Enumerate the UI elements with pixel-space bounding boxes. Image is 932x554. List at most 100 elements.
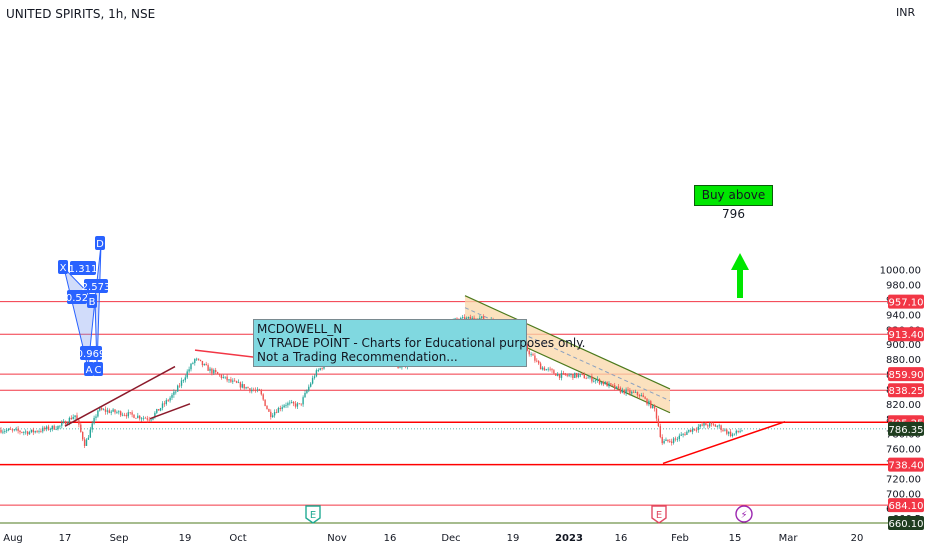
chart-title: UNITED SPIRITS, 1h, NSE bbox=[6, 7, 156, 21]
candle-body-169 bbox=[321, 368, 323, 369]
candle-body-94 bbox=[178, 385, 181, 387]
candle-body-362 bbox=[688, 429, 690, 432]
candle-body-32 bbox=[61, 422, 63, 426]
candle-body-316 bbox=[600, 381, 603, 384]
candle-body-139 bbox=[264, 399, 266, 407]
candle-body-293 bbox=[557, 374, 559, 376]
price-tag-7: 660.10 bbox=[889, 519, 924, 530]
candle-body-48 bbox=[91, 423, 93, 430]
candle-body-347 bbox=[659, 426, 661, 437]
candle-body-85 bbox=[161, 403, 164, 409]
candle-body-318 bbox=[604, 381, 606, 385]
candle-body-62 bbox=[118, 411, 120, 413]
candle-body-302 bbox=[574, 372, 576, 379]
candle-body-46 bbox=[87, 437, 90, 440]
price-tag-bg-6 bbox=[888, 498, 924, 513]
candle-body-155 bbox=[294, 403, 297, 407]
candle-body-320 bbox=[608, 383, 610, 387]
candle-body-165 bbox=[313, 376, 316, 378]
candle-body-56 bbox=[106, 410, 109, 412]
pattern-label-6: 0.969 bbox=[77, 349, 106, 360]
candle-body-128 bbox=[243, 384, 245, 389]
candle-body-5 bbox=[9, 428, 12, 430]
candle-body-140 bbox=[266, 406, 268, 410]
candle-body-338 bbox=[642, 395, 644, 398]
candle-body-97 bbox=[184, 377, 186, 381]
candle-body-150 bbox=[285, 405, 287, 406]
candle-body-89 bbox=[169, 397, 171, 401]
candle-body-143 bbox=[272, 415, 274, 417]
candle-body-367 bbox=[697, 426, 699, 430]
candle-body-84 bbox=[159, 408, 162, 411]
candle-body-284 bbox=[539, 363, 542, 370]
buy-signal-label: Buy above 796 bbox=[694, 185, 773, 221]
candle-body-379 bbox=[720, 425, 722, 431]
price-tag-2: 859.90 bbox=[889, 370, 924, 381]
candle-body-281 bbox=[534, 355, 536, 361]
candle-body-37 bbox=[70, 417, 72, 420]
candle-body-68 bbox=[129, 412, 131, 414]
pattern-label-5: 2.573 bbox=[82, 282, 111, 293]
candle-body-345 bbox=[655, 408, 658, 419]
event-marker-bg-1 bbox=[651, 505, 667, 524]
candle-body-289 bbox=[549, 368, 551, 370]
info-line-3: Not a Trading Recommendation... bbox=[257, 350, 458, 364]
candle-body-55 bbox=[104, 409, 107, 412]
candle-body-122 bbox=[232, 380, 234, 382]
pattern-label-bg-6 bbox=[80, 346, 102, 360]
candle-body-286 bbox=[543, 367, 546, 371]
candle-body-328 bbox=[623, 389, 625, 394]
candle-body-38 bbox=[72, 416, 74, 420]
candle-body-26 bbox=[49, 428, 52, 430]
pattern-label-bg-2 bbox=[95, 236, 105, 250]
pattern-label-bg-4 bbox=[87, 294, 97, 308]
candle-body-12 bbox=[23, 432, 25, 433]
candle-body-358 bbox=[680, 434, 682, 436]
pattern-label-3: 0.52 bbox=[66, 293, 88, 304]
candle-body-113 bbox=[215, 370, 217, 373]
candle-body-21 bbox=[40, 431, 42, 433]
candle-body-111 bbox=[211, 368, 213, 374]
x-tick-0: Aug bbox=[3, 533, 23, 544]
candle-body-76 bbox=[144, 417, 147, 419]
candle-body-326 bbox=[619, 387, 622, 393]
candle-body-288 bbox=[547, 368, 549, 370]
candle-body-11 bbox=[21, 432, 23, 433]
candle-body-283 bbox=[538, 361, 540, 364]
candle-body-100 bbox=[190, 363, 192, 370]
candle-body-349 bbox=[663, 440, 665, 444]
candle-body-142 bbox=[270, 411, 272, 417]
candle-body-107 bbox=[203, 363, 205, 366]
candle-body-8 bbox=[15, 428, 17, 430]
candle-body-311 bbox=[591, 376, 593, 382]
candle-body-141 bbox=[268, 409, 270, 412]
candle-body-244 bbox=[463, 317, 466, 321]
candle-body-67 bbox=[127, 412, 129, 417]
candle-body-145 bbox=[275, 412, 278, 413]
y-axis: 1000.00980.00960.00940.00920.00900.00880… bbox=[880, 266, 924, 530]
candle-body-120 bbox=[228, 379, 230, 381]
trendlines bbox=[64, 349, 786, 465]
candle-body-77 bbox=[146, 418, 148, 420]
candle-body-27 bbox=[51, 425, 53, 429]
candle-body-312 bbox=[593, 380, 595, 382]
candle-body-375 bbox=[712, 423, 715, 425]
x-tick-11: Feb bbox=[671, 533, 689, 544]
candle-body-331 bbox=[629, 390, 631, 394]
y-tick-14: 720.00 bbox=[886, 474, 921, 485]
pattern-label-1: 1.311 bbox=[69, 264, 98, 275]
candle-body-350 bbox=[665, 439, 667, 441]
candle-body-341 bbox=[648, 401, 650, 405]
candle-body-51 bbox=[97, 410, 99, 417]
candle-body-2 bbox=[4, 431, 6, 432]
candle-body-384 bbox=[729, 431, 732, 437]
candle-body-17 bbox=[32, 429, 34, 433]
candle-body-354 bbox=[672, 438, 675, 443]
candle-body-342 bbox=[650, 401, 652, 409]
candle-body-332 bbox=[631, 391, 633, 394]
candle-body-253 bbox=[481, 316, 483, 318]
candle-body-49 bbox=[93, 417, 95, 424]
y-tick-6: 880.00 bbox=[886, 355, 921, 366]
